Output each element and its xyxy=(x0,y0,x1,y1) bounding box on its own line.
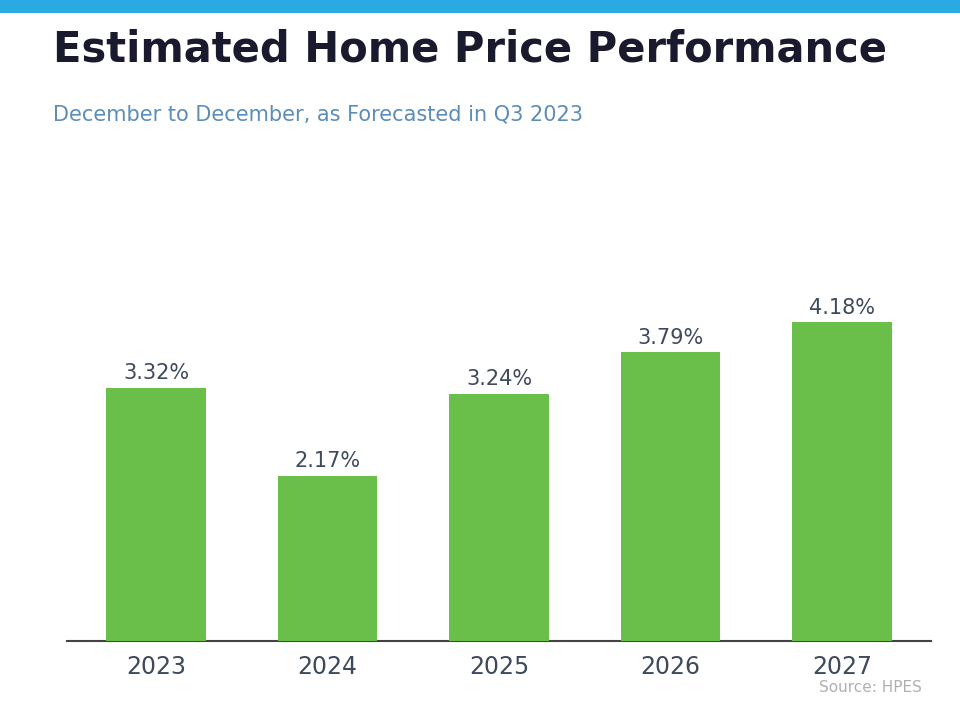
Text: December to December, as Forecasted in Q3 2023: December to December, as Forecasted in Q… xyxy=(53,104,583,125)
Bar xyxy=(107,388,206,641)
Text: 2.17%: 2.17% xyxy=(295,451,361,471)
Bar xyxy=(278,475,377,641)
Bar xyxy=(621,352,720,641)
Text: Estimated Home Price Performance: Estimated Home Price Performance xyxy=(53,29,887,71)
Text: 4.18%: 4.18% xyxy=(809,298,876,318)
Bar xyxy=(449,394,549,641)
Bar xyxy=(792,323,892,641)
Text: Source: HPES: Source: HPES xyxy=(819,680,922,695)
Text: 3.24%: 3.24% xyxy=(467,369,532,390)
Text: 3.79%: 3.79% xyxy=(637,328,704,348)
Text: 3.32%: 3.32% xyxy=(123,364,189,383)
